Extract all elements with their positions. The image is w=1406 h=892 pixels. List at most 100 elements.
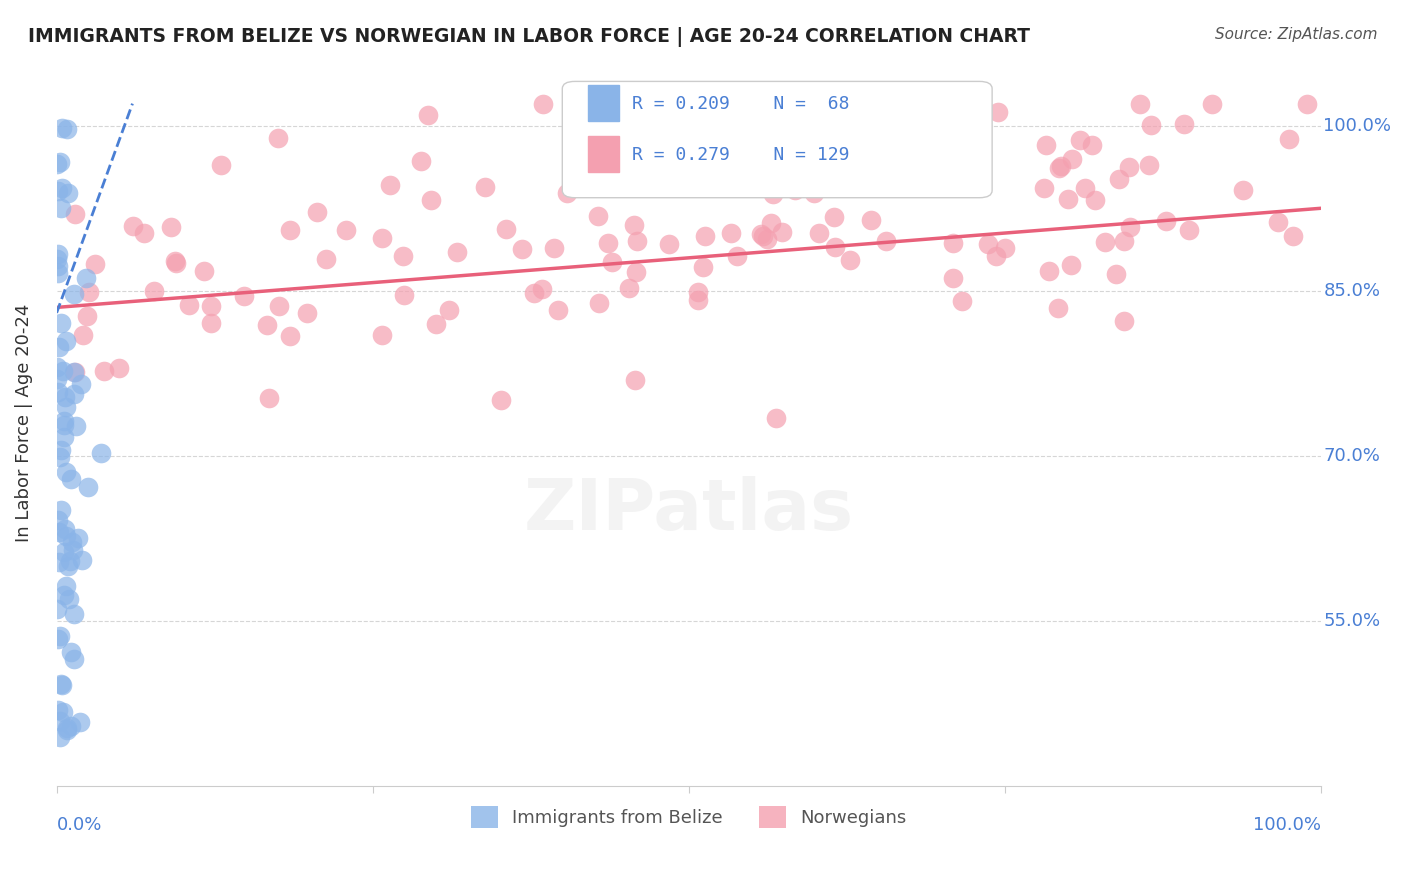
- Point: [860, 213, 883, 227]
- Point: [1060, 258, 1083, 272]
- Point: [52, 430, 75, 444]
- Point: [425, 317, 447, 331]
- Point: [759, 216, 782, 230]
- Point: [52, 364, 75, 378]
- Point: [63, 652, 86, 666]
- Point: [90, 446, 112, 460]
- Point: [121, 219, 143, 234]
- Point: [93, 364, 115, 378]
- Point: [392, 249, 415, 263]
- Point: [770, 226, 793, 240]
- Point: [335, 223, 357, 237]
- Point: [1033, 181, 1056, 195]
- Point: [823, 210, 845, 224]
- Point: [785, 183, 807, 197]
- Point: [233, 289, 256, 303]
- Text: 70.0%: 70.0%: [1323, 447, 1381, 465]
- Point: [63, 287, 86, 301]
- Point: [48, 632, 70, 647]
- Point: [976, 236, 998, 251]
- Point: [755, 232, 778, 246]
- Point: [1201, 96, 1223, 111]
- Point: [200, 299, 222, 313]
- Point: [686, 285, 709, 299]
- Point: [55, 334, 77, 349]
- Text: 55.0%: 55.0%: [1323, 612, 1381, 631]
- Point: [56, 559, 79, 574]
- Point: [69, 715, 91, 730]
- Point: [84, 257, 107, 271]
- Text: ZIPatlas: ZIPatlas: [523, 475, 853, 545]
- Point: [1108, 172, 1130, 186]
- Point: [65, 419, 87, 434]
- Point: [1173, 117, 1195, 131]
- Point: [392, 287, 415, 301]
- Point: [419, 193, 441, 207]
- Point: [806, 135, 828, 149]
- Point: [45, 252, 67, 267]
- Point: [55, 529, 77, 543]
- Point: [533, 96, 555, 111]
- Point: [59, 645, 82, 659]
- Point: [69, 377, 91, 392]
- Text: R = 0.279    N = 129: R = 0.279 N = 129: [631, 145, 849, 164]
- Point: [62, 365, 84, 379]
- Point: [1062, 152, 1084, 166]
- Point: [602, 255, 624, 269]
- Point: [278, 223, 301, 237]
- Point: [177, 298, 200, 312]
- Point: [1232, 183, 1254, 197]
- Point: [163, 253, 186, 268]
- Point: [55, 721, 77, 735]
- Point: [51, 678, 73, 692]
- Point: [1084, 193, 1107, 207]
- Point: [52, 418, 75, 433]
- Point: [1267, 215, 1289, 229]
- Point: [75, 270, 97, 285]
- Point: [46, 513, 69, 527]
- Point: [752, 228, 775, 243]
- Point: [1074, 181, 1097, 195]
- Point: [46, 601, 69, 615]
- Point: [1046, 301, 1069, 315]
- Point: [49, 677, 72, 691]
- Point: [51, 121, 73, 136]
- Point: [1094, 235, 1116, 249]
- Point: [942, 236, 965, 251]
- Point: [547, 302, 569, 317]
- Point: [266, 131, 288, 145]
- Point: [49, 316, 72, 330]
- Point: [278, 329, 301, 343]
- Point: [371, 327, 394, 342]
- Point: [624, 373, 647, 387]
- FancyBboxPatch shape: [562, 81, 993, 198]
- Point: [67, 531, 90, 545]
- Point: [48, 629, 70, 643]
- Point: [49, 201, 72, 215]
- Point: [588, 209, 610, 223]
- Point: [657, 236, 679, 251]
- Text: 100.0%: 100.0%: [1253, 815, 1320, 833]
- Point: [765, 410, 787, 425]
- Point: [256, 318, 278, 332]
- Point: [48, 555, 70, 569]
- Point: [1118, 220, 1140, 235]
- Point: [950, 294, 973, 309]
- Point: [48, 185, 70, 199]
- Point: [58, 186, 80, 200]
- Point: [626, 265, 648, 279]
- Point: [305, 205, 328, 219]
- Point: [437, 303, 460, 318]
- Point: [46, 157, 69, 171]
- Point: [58, 591, 80, 606]
- Point: [107, 361, 129, 376]
- Point: [1282, 228, 1305, 243]
- Point: [49, 730, 72, 744]
- Point: [76, 480, 98, 494]
- Point: [531, 282, 554, 296]
- Point: [62, 543, 84, 558]
- Point: [49, 155, 72, 169]
- Bar: [588, 85, 619, 121]
- Point: [1049, 159, 1071, 173]
- Point: [53, 523, 76, 537]
